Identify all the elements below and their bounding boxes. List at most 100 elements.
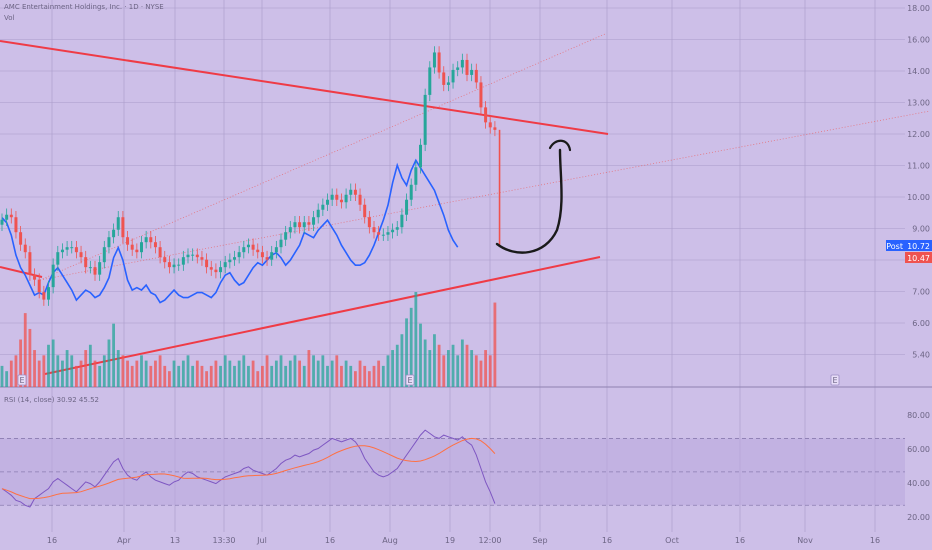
candle-body-19: [88, 267, 92, 269]
earnings-marker-label-0: E: [19, 376, 24, 385]
volume-bar-44: [205, 371, 208, 387]
volume-bar-97: [451, 344, 455, 387]
candle-body-96: [446, 82, 450, 85]
y-tick-label-0: 18.00: [907, 4, 930, 13]
volume-bar-106: [493, 302, 497, 387]
volume-bar-58: [270, 365, 274, 387]
volume-bar-24: [112, 323, 115, 387]
price-tag-value-0: 10.72: [907, 242, 930, 251]
volume-bar-3: [14, 355, 18, 387]
x-tick-label-7: 19: [445, 536, 455, 545]
volume-bar-56: [261, 365, 264, 387]
volume-bar-89: [414, 292, 418, 387]
candle-body-39: [181, 257, 185, 265]
candle-body-61: [284, 232, 288, 240]
volume-bar-57: [265, 355, 269, 387]
volume-bar-4: [19, 339, 22, 387]
candle-body-57: [265, 257, 269, 260]
candle-body-16: [74, 247, 78, 253]
candle-body-22: [102, 247, 106, 263]
volume-bar-74: [344, 360, 348, 387]
candle-body-34: [158, 247, 162, 258]
rsi-tick-label-0: 80.00: [907, 411, 930, 420]
volume-bar-27: [126, 360, 129, 387]
x-tick-label-3: 13:30: [212, 536, 235, 545]
candle-body-76: [353, 189, 357, 195]
candle-body-43: [200, 257, 204, 260]
volume-bar-31: [144, 360, 148, 387]
overlay-series-line: [1, 158, 459, 304]
candle-body-101: [470, 69, 474, 75]
candle-body-102: [474, 69, 478, 83]
rsi-header: RSI (14, close) 30.92 45.52: [4, 396, 99, 404]
candle-body-38: [177, 264, 181, 266]
candle-body-7: [33, 274, 37, 280]
support-trendline: [44, 256, 601, 375]
rsi-pane: [0, 429, 905, 508]
x-tick-label-0: 16: [47, 536, 57, 545]
volume-bar-10: [47, 344, 50, 387]
volume-bar-72: [335, 355, 339, 387]
candle-body-89: [414, 167, 418, 185]
candle-body-51: [237, 252, 241, 258]
volume-layer: [0, 292, 497, 387]
volume-bar-0: [0, 365, 4, 387]
volume-bar-61: [284, 365, 288, 387]
volume-bar-80: [372, 365, 376, 387]
volume-bar-69: [321, 355, 325, 387]
candle-body-52: [242, 247, 246, 253]
volume-bar-23: [107, 339, 111, 387]
volume-bar-42: [195, 360, 199, 387]
candle-body-103: [479, 82, 483, 108]
candle-body-53: [246, 244, 250, 248]
x-tick-label-2: 13: [170, 536, 180, 545]
dotted-channel-upper: [39, 33, 606, 281]
volume-bar-84: [391, 350, 394, 387]
volume-bar-87: [405, 318, 408, 387]
volume-bar-45: [209, 365, 213, 387]
candle-body-36: [167, 262, 171, 268]
candle-body-99: [460, 59, 464, 68]
volume-bar-86: [400, 334, 404, 387]
candle-body-1: [5, 214, 9, 220]
volume-bar-34: [158, 355, 162, 387]
candle-body-84: [391, 229, 395, 233]
candle-body-17: [79, 252, 83, 258]
volume-bar-99: [460, 339, 464, 387]
volume-bar-98: [456, 355, 460, 387]
candle-body-78: [363, 204, 367, 218]
candle-body-55: [256, 249, 260, 253]
drawn-cup-handle: [548, 139, 572, 152]
candle-body-18: [84, 257, 88, 268]
price-tag-0: [905, 240, 932, 251]
volume-bar-40: [186, 355, 190, 387]
candle-body-81: [377, 232, 381, 235]
candle-body-104: [484, 107, 488, 123]
volume-bar-105: [488, 355, 492, 387]
volume-bar-26: [121, 355, 125, 387]
volume-bar-2: [9, 360, 13, 387]
earnings-marker-label-2: E: [832, 376, 837, 385]
volume-bar-55: [256, 371, 260, 387]
volume-bar-35: [163, 365, 167, 387]
price-tag-1: [905, 252, 932, 263]
candle-body-58: [270, 252, 274, 260]
volume-bar-85: [395, 344, 399, 387]
x-tick-label-4: Jul: [256, 536, 267, 545]
candle-body-75: [349, 189, 353, 195]
volume-bar-36: [168, 371, 171, 387]
volume-bar-82: [381, 365, 385, 387]
volume-header: Vol: [4, 14, 15, 22]
volume-bar-104: [484, 350, 487, 387]
candle-body-8: [37, 279, 41, 293]
y-tick-label-3: 13.00: [907, 99, 930, 108]
candle-body-42: [195, 254, 199, 258]
volume-bar-32: [149, 365, 153, 387]
volume-bar-76: [354, 371, 357, 387]
candle-body-35: [163, 257, 167, 263]
candle-body-20: [93, 267, 97, 275]
volume-bar-41: [191, 365, 195, 387]
candle-body-56: [260, 252, 264, 258]
